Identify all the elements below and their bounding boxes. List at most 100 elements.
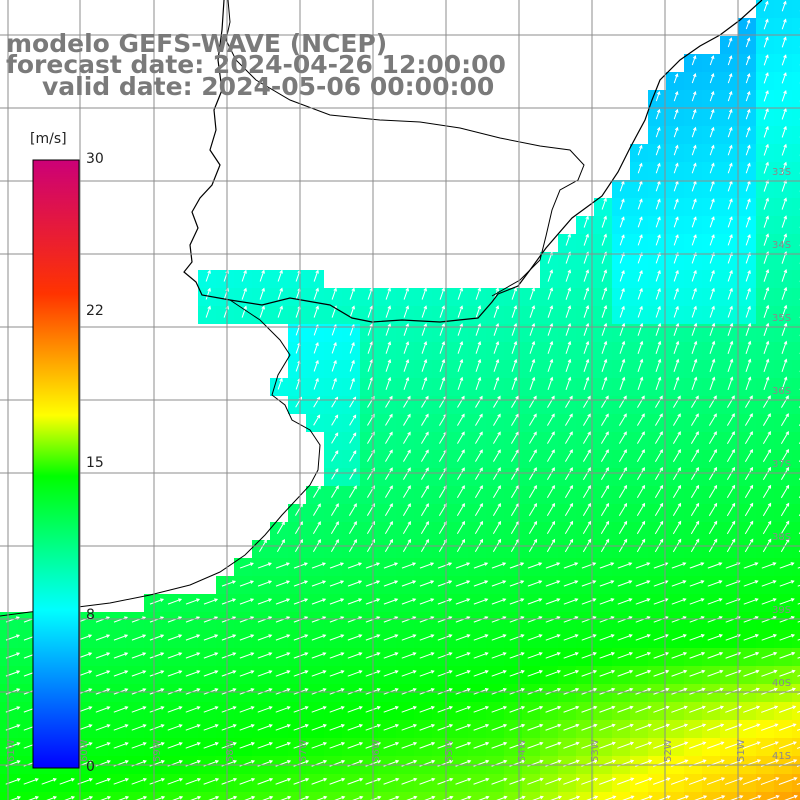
wind-arrow-head: [647, 705, 652, 710]
wind-arrow: [655, 109, 660, 120]
wind-arrow-head: [178, 706, 183, 710]
wind-arrow: [744, 467, 753, 481]
wind-arrow: [113, 724, 128, 731]
wind-arrow: [601, 413, 609, 426]
coastline: [183, 0, 763, 323]
wind-arrow: [763, 144, 769, 156]
wind-arrow: [221, 742, 237, 749]
wind-arrow: [113, 670, 128, 677]
wind-arrow: [329, 778, 345, 785]
wind-arrow: [653, 777, 670, 785]
wind-arrow-head: [88, 706, 93, 710]
wind-arrow: [671, 562, 686, 569]
wind-arrow-head: [675, 358, 680, 363]
wind-arrow: [527, 616, 542, 623]
wind-arrow: [763, 162, 769, 174]
wind-arrow-head: [88, 634, 93, 638]
wind-arrow: [599, 778, 616, 785]
wind-arrow-head: [449, 723, 454, 728]
wind-arrow: [654, 431, 663, 444]
wind-arrow-head: [448, 562, 453, 566]
wind-arrow-head: [371, 467, 375, 472]
wind-arrow-head: [647, 669, 652, 674]
wind-arrow-head: [569, 484, 573, 489]
wind-arrow-head: [405, 341, 410, 346]
wind-arrow-head: [675, 287, 679, 292]
wind-arrow: [385, 414, 393, 426]
wind-arrow-head: [718, 562, 723, 566]
wind-arrow-head: [693, 144, 697, 149]
wind-arrow-head: [52, 778, 57, 782]
wind-arrow: [401, 706, 417, 713]
wind-arrow: [311, 706, 327, 713]
wind-arrow: [581, 562, 596, 569]
wind-arrow-head: [160, 670, 165, 674]
wind-arrow-head: [196, 598, 201, 602]
wind-arrow-head: [711, 376, 716, 381]
wind-arrow: [727, 323, 733, 336]
wind-arrow-head: [304, 688, 309, 692]
wind-arrow: [403, 359, 409, 372]
wind-arrow-head: [413, 724, 418, 728]
wind-arrow: [421, 359, 427, 372]
wind-arrow: [763, 90, 769, 102]
wind-arrow-head: [232, 670, 237, 674]
wind-arrow: [601, 287, 607, 300]
wind-arrow-head: [359, 795, 364, 800]
wind-arrow: [545, 562, 560, 569]
wind-arrow-head: [621, 322, 626, 327]
wind-arrow-head: [692, 90, 697, 95]
wind-arrow-head: [286, 724, 291, 728]
speed-cell: [720, 792, 738, 800]
wind-arrow: [311, 742, 327, 749]
wind-arrow-head: [335, 485, 339, 490]
wind-arrow-head: [783, 0, 787, 5]
wind-arrow: [618, 485, 627, 499]
wind-arrow-head: [315, 269, 319, 274]
wind-arrow-head: [502, 580, 507, 584]
wind-arrow-head: [765, 36, 769, 41]
wind-arrow-head: [793, 759, 798, 763]
wind-arrow-head: [783, 358, 788, 363]
wind-arrow: [581, 616, 596, 623]
wind-arrow-head: [575, 705, 580, 710]
wind-arrow-head: [315, 359, 319, 364]
wind-arrow-head: [515, 502, 519, 507]
wind-arrow-head: [731, 484, 736, 489]
wind-arrow-head: [664, 634, 669, 638]
wind-arrow-head: [459, 358, 464, 363]
wind-arrow: [778, 777, 797, 785]
wind-arrow-head: [551, 502, 555, 507]
wind-arrow: [221, 670, 236, 677]
wind-arrow: [673, 359, 679, 372]
wind-arrow: [707, 688, 723, 695]
wind-arrow-head: [765, 18, 769, 23]
wind-arrow-head: [728, 73, 733, 78]
wind-arrow-head: [215, 777, 220, 782]
wind-arrow: [601, 234, 607, 246]
wind-arrow: [565, 414, 573, 426]
wind-arrow-head: [790, 580, 795, 584]
wind-arrow-head: [479, 485, 483, 490]
speed-cell: [306, 792, 324, 800]
wind-arrow: [203, 778, 219, 785]
wind-arrow-head: [629, 669, 634, 674]
wind-arrow-head: [728, 90, 733, 95]
wind-arrow: [419, 598, 434, 605]
wind-arrow: [384, 503, 393, 516]
wind-arrow: [313, 397, 320, 408]
wind-arrow: [742, 777, 761, 785]
wind-arrow: [131, 652, 146, 659]
wind-arrow-head: [448, 688, 453, 692]
wind-arrow: [456, 467, 465, 480]
wind-arrow: [257, 706, 272, 713]
wind-arrow-head: [352, 468, 357, 472]
wind-arrow-head: [371, 431, 375, 436]
wind-arrow-head: [675, 376, 680, 381]
wind-arrow-head: [785, 484, 790, 489]
wind-arrow-head: [376, 652, 381, 656]
wind-arrow: [640, 795, 652, 800]
wind-arrow-head: [693, 162, 697, 167]
wind-arrow-head: [783, 54, 787, 59]
wind-arrow: [474, 521, 483, 535]
